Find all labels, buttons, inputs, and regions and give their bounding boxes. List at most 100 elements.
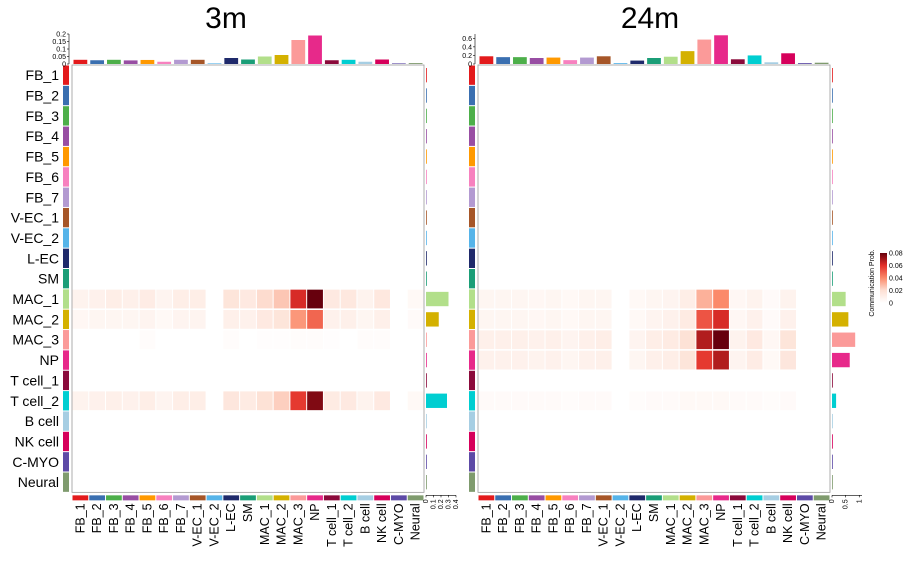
col-label: V-EC_2 bbox=[613, 503, 627, 546]
panel-24m-col-color-SM bbox=[646, 495, 662, 501]
panel-3m-right-tick-label: 0.2 bbox=[438, 499, 445, 509]
panel-3m-title: 3m bbox=[205, 2, 247, 35]
panel-3m-cell bbox=[122, 310, 139, 329]
panel-24m-cell bbox=[646, 350, 662, 370]
panel-3m-cell bbox=[156, 289, 173, 309]
panel-24m-top-bar bbox=[546, 57, 561, 64]
panel-24m-cell bbox=[478, 391, 495, 411]
panel-24m-col-color-L-EC bbox=[629, 495, 646, 501]
panel-24m-right-bar bbox=[832, 210, 833, 225]
row-label: NK cell bbox=[15, 433, 59, 449]
panel-3m-cell bbox=[89, 391, 106, 411]
panel-24m-cell bbox=[545, 310, 562, 329]
panel-3m-right-bar bbox=[426, 271, 427, 286]
row-label: FB_7 bbox=[26, 189, 60, 205]
col-label: FB_2 bbox=[90, 503, 104, 533]
panel-24m-cell bbox=[495, 310, 512, 329]
panel-3m-cell bbox=[173, 391, 189, 411]
panel-3m-cell bbox=[189, 391, 206, 411]
panel-3m-top-bar bbox=[73, 59, 88, 64]
panel-24m-col-color-FB_7 bbox=[579, 495, 595, 501]
panel-3m-row-color-FB_2 bbox=[63, 85, 69, 106]
panel-24m-top-bar bbox=[680, 51, 695, 64]
panel-3m-col-color-V-EC_2 bbox=[206, 495, 223, 501]
panel-3m-col-color-MAC_3 bbox=[290, 495, 307, 501]
panel-3m-right-bar bbox=[426, 210, 427, 225]
row-label: T cell_1 bbox=[10, 372, 59, 388]
panel-3m-cell bbox=[106, 310, 122, 329]
panel-24m-cell bbox=[780, 391, 796, 411]
panel-24m-top-bar bbox=[513, 57, 527, 64]
panel-24m-cell bbox=[729, 391, 746, 411]
panel-3m-cell bbox=[223, 310, 240, 329]
panel-24m-row-color-FB_7 bbox=[469, 187, 475, 207]
panel-24m-cell bbox=[780, 310, 796, 329]
panel-24m-cell bbox=[478, 330, 495, 350]
panel-3m-col-color-B cell bbox=[357, 495, 374, 501]
panel-24m-title: 24m bbox=[621, 2, 679, 35]
panel-24m-cell bbox=[713, 310, 729, 329]
panel-24m-cell bbox=[713, 289, 729, 309]
panel-24m-right-bar bbox=[832, 251, 833, 266]
panel-24m-cell bbox=[545, 391, 562, 411]
row-label: C-MYO bbox=[12, 454, 59, 470]
panel-24m-right-bar bbox=[832, 332, 856, 347]
panel-3m-right-bar bbox=[426, 291, 449, 307]
panel-24m-cell bbox=[679, 289, 696, 309]
panel-3m-row-color-T cell_2 bbox=[63, 391, 69, 411]
panel-24m-col-color-T cell_2 bbox=[746, 495, 763, 501]
panel-24m-top-bar bbox=[630, 60, 645, 64]
col-label: C-MYO bbox=[392, 503, 406, 545]
panel-24m-cell bbox=[662, 330, 679, 350]
panel-24m-right-bar bbox=[832, 393, 837, 408]
panel-24m-col-color-NK cell bbox=[780, 495, 796, 501]
panel-24m-top-tick-label: 0 bbox=[468, 62, 472, 69]
panel-3m-col-color-FB_2 bbox=[89, 495, 106, 501]
panel-24m-cell bbox=[545, 289, 562, 309]
panel-3m-row-color-C-MYO bbox=[63, 452, 69, 472]
panel-3m-row-color-MAC_1 bbox=[63, 289, 69, 309]
panel-24m-top-bar bbox=[496, 57, 511, 64]
panel-24m-col-color-NP bbox=[713, 495, 729, 501]
panel-24m-cell bbox=[562, 330, 579, 350]
panel-24m-right-bar bbox=[832, 312, 849, 327]
panel-24m-right-bar bbox=[832, 129, 833, 144]
panel-24m-cell bbox=[478, 310, 495, 329]
panel-24m-top-bar bbox=[781, 53, 795, 64]
panel-24m-cell bbox=[713, 350, 729, 370]
panel-3m-row-color-Neural bbox=[63, 472, 69, 492]
panel-3m-cell bbox=[357, 391, 374, 411]
panel-24m-cell bbox=[579, 289, 595, 309]
row-label: SM bbox=[38, 271, 59, 287]
panel-24m-row-color-Neural bbox=[469, 472, 475, 492]
panel-24m-right-bar bbox=[832, 88, 833, 103]
panel-3m-cell bbox=[307, 289, 323, 309]
col-label: MAC_1 bbox=[664, 503, 678, 545]
panel-3m-cell bbox=[156, 310, 173, 329]
panel-3m-cell bbox=[290, 310, 307, 329]
panel-24m-col-color-V-EC_2 bbox=[612, 495, 629, 501]
panel-24m-col-color-Neural bbox=[813, 495, 830, 501]
col-label: B cell bbox=[764, 503, 778, 534]
panel-3m-row-color-FB_4 bbox=[63, 126, 69, 146]
col-label: FB_2 bbox=[496, 503, 510, 533]
panel-24m-row-color-SM bbox=[469, 269, 475, 289]
panel-3m-cell bbox=[223, 289, 240, 309]
panel-3m-cell bbox=[139, 391, 156, 411]
panel-3m-cell bbox=[407, 391, 424, 411]
panel-3m-row-color-V-EC_2 bbox=[63, 228, 69, 248]
panel-3m-cell bbox=[122, 289, 139, 309]
panel-24m-row-color-FB_5 bbox=[469, 146, 475, 167]
panel-24m-cell bbox=[495, 391, 512, 411]
panel-24m-cell bbox=[780, 330, 796, 350]
panel-3m-top-bar bbox=[190, 59, 205, 64]
panel-3m-right-tick-label: 0.4 bbox=[453, 499, 460, 509]
panel-3m-top-bar bbox=[408, 63, 423, 64]
panel-3m-cell bbox=[189, 289, 206, 309]
panel-3m-top-bar bbox=[157, 61, 172, 64]
legend-colorbar bbox=[880, 253, 887, 303]
panel-3m-cell bbox=[307, 310, 323, 329]
panel-24m-right-bar bbox=[832, 271, 833, 286]
panel-3m-top-bar bbox=[174, 59, 188, 64]
panel-24m-cell bbox=[629, 310, 646, 329]
